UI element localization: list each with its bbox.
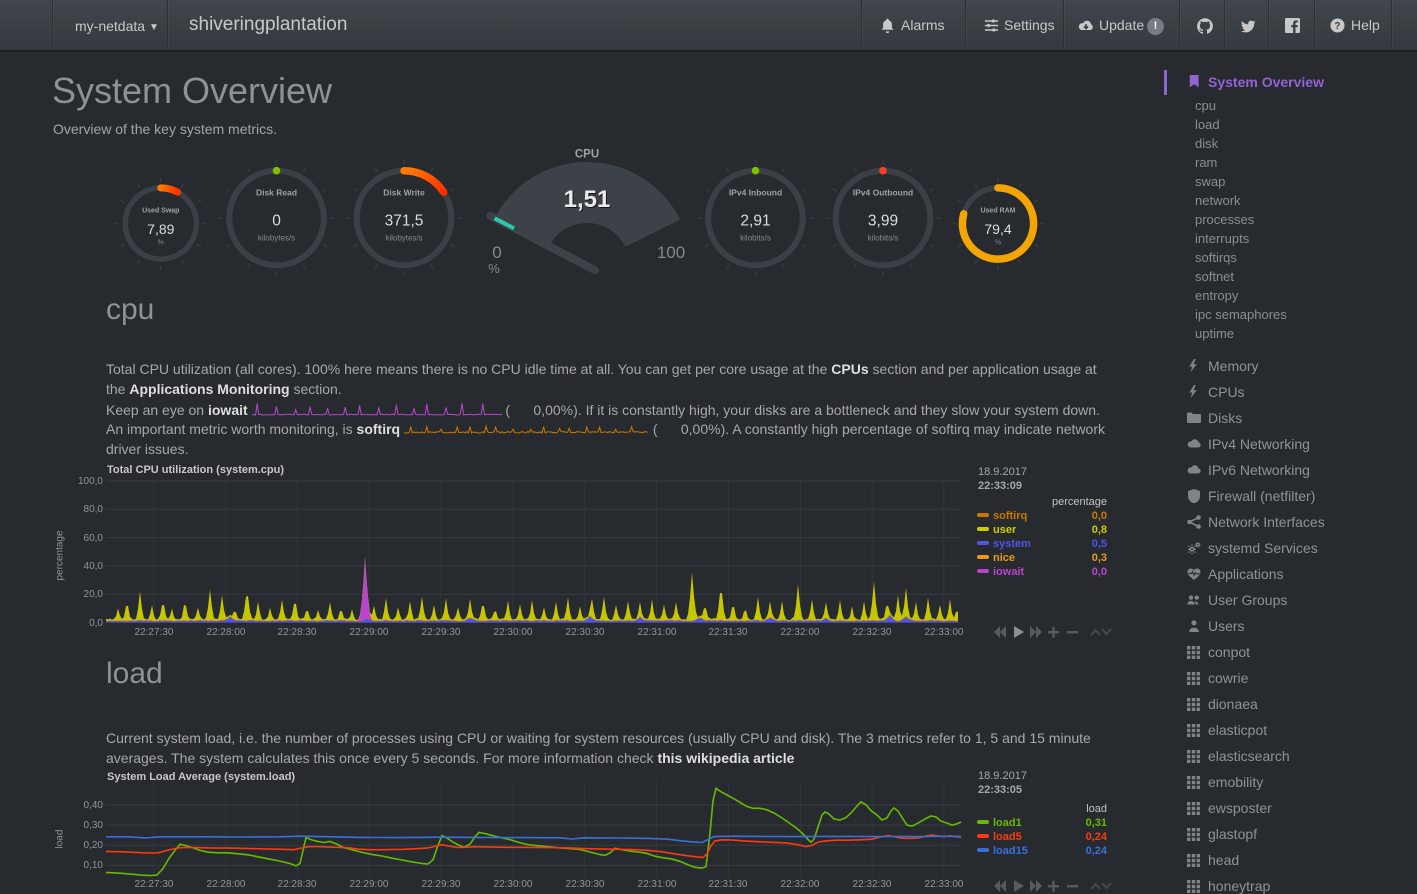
svg-text:kilobits/s: kilobits/s [740,234,771,243]
svg-text:%: % [488,261,500,276]
svg-text:IPv4 Inbound: IPv4 Inbound [729,188,782,198]
svg-text:0: 0 [492,243,501,262]
svg-text:79,4: 79,4 [984,221,1011,237]
svg-text:Used RAM: Used RAM [980,208,1015,215]
svg-text:0: 0 [272,212,281,229]
svg-text:kilobits/s: kilobits/s [868,234,899,243]
svg-text:CPU: CPU [575,149,599,161]
svg-text:Disk Write: Disk Write [383,188,425,198]
svg-text:1,51: 1,51 [564,186,611,213]
svg-text:IPv4 Outbound: IPv4 Outbound [853,188,913,198]
svg-text:2,91: 2,91 [740,212,770,229]
svg-text:Used Swap: Used Swap [142,208,179,215]
svg-text:%: % [158,240,164,247]
svg-text:kilobytes/s: kilobytes/s [258,234,295,243]
svg-text:371,5: 371,5 [385,212,424,229]
svg-text:7,89: 7,89 [147,221,174,237]
svg-text:Disk Read: Disk Read [256,188,297,198]
svg-text:%: % [995,240,1001,247]
svg-text:100: 100 [657,243,685,262]
svg-text:3,99: 3,99 [868,212,898,229]
svg-text:?: ? [1334,21,1340,32]
svg-text:kilobytes/s: kilobytes/s [385,234,422,243]
